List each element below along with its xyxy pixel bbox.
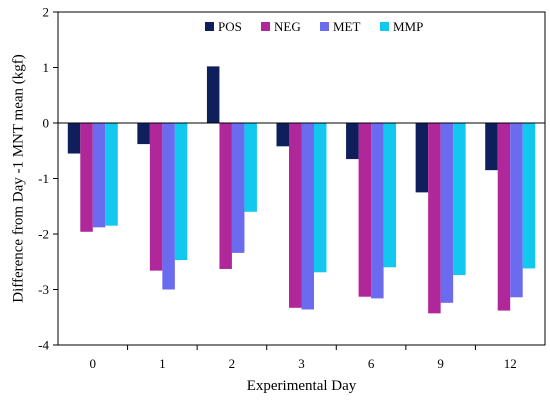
y-tick-label: 0 (43, 116, 50, 131)
x-tick-label: 0 (90, 356, 97, 371)
bar-pos-day-6 (346, 123, 359, 160)
y-axis-title: Difference from Day -1 MNT mean (kgf) (10, 54, 26, 303)
bar-mmp-day-2 (244, 123, 257, 212)
y-tick-label: 2 (43, 5, 50, 20)
bar-met-day-0 (92, 123, 106, 228)
bar-mmp-day-3 (314, 123, 327, 273)
bar-neg-day-0 (80, 123, 93, 232)
legend-swatch-mmp (380, 22, 389, 31)
bars-group (67, 66, 536, 314)
bar-neg-day-2 (219, 123, 232, 269)
x-tick-label: 6 (368, 356, 375, 371)
bar-met-day-12 (510, 123, 523, 298)
bar-neg-day-6 (358, 123, 372, 297)
bar-mmp-day-0 (105, 123, 118, 226)
legend: POS NEG MET MMP (205, 19, 423, 34)
x-axis-title: Experimental Day (247, 378, 357, 394)
legend-swatch-pos (205, 22, 214, 31)
y-tick-label: -3 (38, 282, 49, 297)
bar-mmp-day-12 (522, 123, 536, 269)
legend-swatch-neg (261, 22, 270, 31)
bar-met-day-9 (440, 123, 454, 303)
legend-label-neg: NEG (274, 19, 301, 34)
legend-swatch-met (320, 22, 329, 31)
y-tick-label: -4 (38, 338, 49, 353)
x-tick-label: 3 (298, 356, 305, 371)
bar-met-day-2 (231, 123, 245, 253)
bar-pos-day-3 (276, 123, 289, 147)
bar-mmp-day-9 (453, 123, 466, 276)
bar-met-day-3 (301, 123, 314, 310)
bar-mmp-day-6 (383, 123, 397, 268)
x-tick-label: 1 (159, 356, 166, 371)
bar-pos-day-9 (415, 123, 429, 193)
bar-met-day-6 (371, 123, 384, 299)
bar-neg-day-1 (149, 123, 163, 271)
x-tick-label: 12 (504, 356, 517, 371)
y-tick-label: -1 (38, 171, 49, 186)
bar-neg-day-12 (497, 123, 511, 311)
bar-met-day-1 (162, 123, 175, 290)
legend-label-pos: POS (218, 19, 242, 34)
legend-label-mmp: MMP (393, 19, 423, 34)
x-tick-label: 2 (229, 356, 236, 371)
bar-pos-day-1 (137, 123, 150, 145)
bar-pos-day-0 (67, 123, 81, 154)
y-tick-label: 1 (43, 60, 50, 75)
bar-mmp-day-1 (174, 123, 188, 261)
legend-label-met: MET (333, 19, 361, 34)
x-tick-label: 9 (437, 356, 444, 371)
bar-pos-day-12 (485, 123, 498, 171)
bar-pos-day-2 (206, 66, 220, 123)
bar-neg-day-3 (289, 123, 302, 308)
bar-neg-day-9 (428, 123, 441, 314)
y-tick-label: -2 (38, 227, 49, 242)
